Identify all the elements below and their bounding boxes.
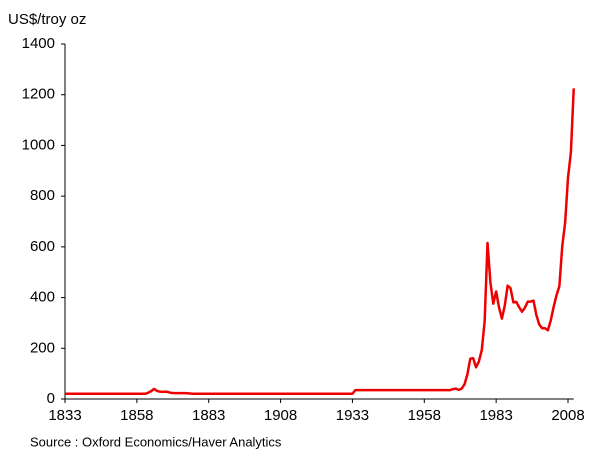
y-tick-label: 400	[30, 289, 55, 306]
x-tick-label: 1883	[192, 407, 225, 424]
y-axis-label: US$/troy oz	[8, 11, 86, 28]
y-tick-label: 600	[30, 238, 55, 255]
source: Source : Oxford Economics/Haver Analytic…	[30, 434, 282, 449]
x-tick-label: 1983	[479, 407, 512, 424]
x-tick-label: 1833	[48, 407, 81, 424]
x-tick-label: 1958	[408, 407, 441, 424]
y-tick-label: 1400	[22, 35, 55, 52]
x-tick-label: 2008	[551, 407, 584, 424]
y-tick-label: 800	[30, 187, 55, 204]
x-tick-label: 1933	[336, 407, 369, 424]
y-tick-label: 1000	[22, 136, 55, 153]
y-tick-label: 1200	[22, 86, 55, 103]
x-tick-label: 1858	[120, 407, 153, 424]
x-tick-label: 1908	[264, 407, 297, 424]
y-tick-label: 200	[30, 339, 55, 356]
y-tick-label: 0	[47, 390, 55, 407]
data-line	[65, 88, 575, 396]
